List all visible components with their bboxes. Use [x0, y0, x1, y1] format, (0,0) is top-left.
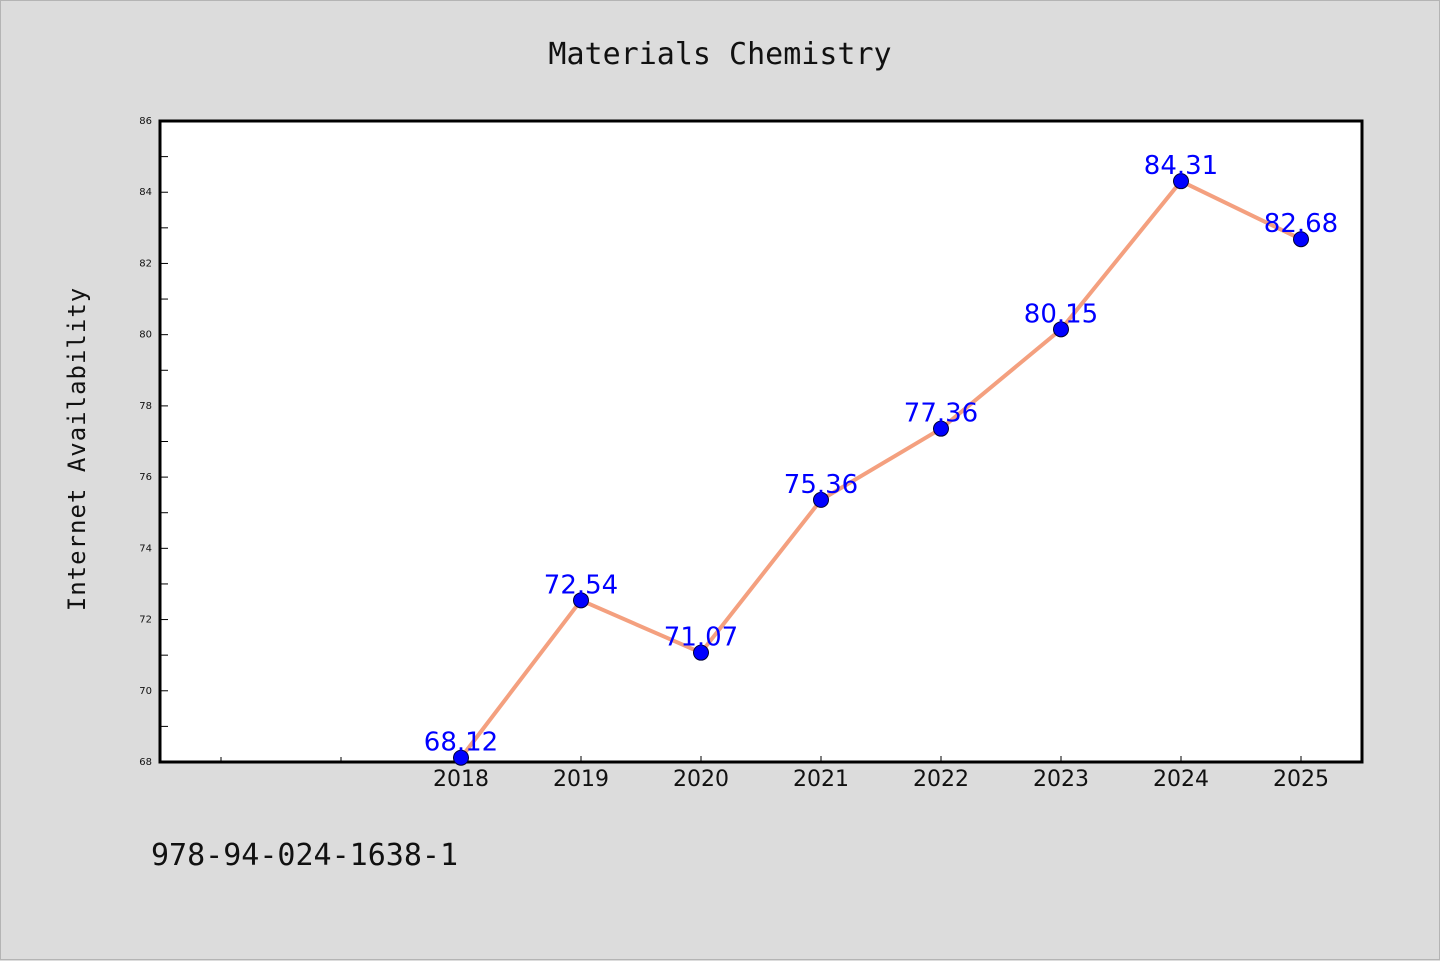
- y-tick-label: 80: [139, 330, 152, 341]
- data-point: [573, 592, 589, 609]
- y-axis-label: Internet Availability: [63, 287, 91, 611]
- data-point: [1173, 173, 1189, 190]
- x-tick-label: 2025: [1273, 767, 1329, 792]
- y-tick-label: 84: [139, 187, 152, 198]
- y-tick-label: 72: [139, 615, 152, 626]
- data-label: 80.15: [1024, 299, 1098, 329]
- y-tick-label: 70: [139, 686, 152, 697]
- x-tick-label: 2021: [793, 767, 849, 792]
- data-markers: [453, 173, 1309, 766]
- plot-area: [158, 119, 1364, 764]
- data-point: [933, 420, 949, 437]
- data-label: 75.36: [784, 470, 858, 500]
- x-tick-label: 2020: [673, 767, 729, 792]
- data-point: [813, 491, 829, 508]
- data-label: 84.31: [1144, 151, 1218, 181]
- y-axis-ticks: 68 70 72 74 76 78 80 82 84 86: [139, 116, 168, 768]
- y-tick-label: 76: [139, 472, 152, 483]
- data-label: 72.54: [544, 570, 618, 600]
- data-label: 68.12: [424, 728, 498, 758]
- data-point: [1053, 321, 1069, 338]
- y-tick-label: 74: [139, 543, 152, 554]
- data-point: [693, 644, 709, 661]
- y-tick-label: 82: [139, 258, 152, 269]
- data-point: [1293, 231, 1309, 248]
- data-label: 77.36: [904, 399, 978, 429]
- x-tick-label: 2022: [913, 767, 969, 792]
- data-label: 82.68: [1264, 209, 1338, 239]
- y-tick-label: 78: [139, 401, 152, 412]
- data-label: 71.07: [664, 623, 738, 653]
- x-tick-label: 2019: [553, 767, 609, 792]
- x-tick-label: 2023: [1033, 767, 1089, 792]
- data-labels: 68.12 72.54 71.07 75.36 77.36 80.15 84.31 82.68: [424, 151, 1338, 758]
- x-tick-label: 2018: [433, 767, 489, 792]
- data-point: [453, 749, 469, 766]
- chart-title: Materials Chemistry: [548, 37, 891, 72]
- y-tick-label: 68: [139, 757, 152, 768]
- x-axis-ticks: 2018 2019 2020 2021 2022 2023 2024 2025: [220, 756, 1329, 792]
- series-line: [459, 179, 1302, 759]
- x-tick-label: 2024: [1153, 767, 1209, 792]
- y-tick-label: 86: [139, 116, 152, 127]
- isbn-text: 978-94-024-1638-1: [151, 838, 458, 873]
